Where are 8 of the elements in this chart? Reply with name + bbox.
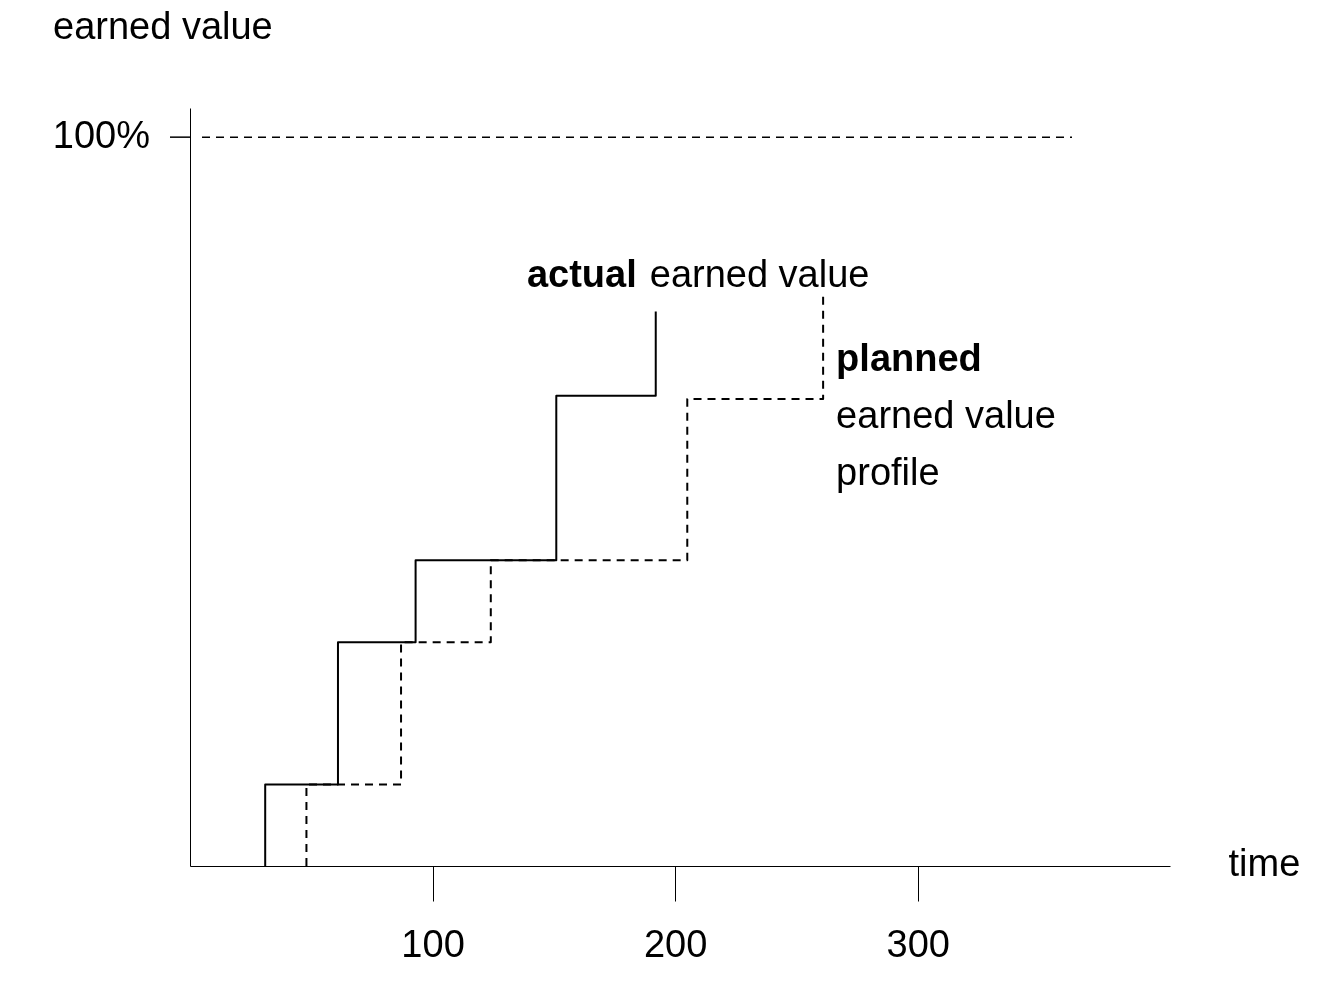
- x-tick-label: 100: [401, 922, 465, 965]
- x-tick-label: 300: [886, 922, 950, 965]
- text: earned value: [53, 5, 273, 47]
- x-tick-label: 200: [643, 922, 708, 965]
- series-label: actual earned value: [526, 253, 870, 296]
- series-label: planned earned value profile: [836, 336, 1056, 493]
- text: 100%: [52, 114, 150, 157]
- x-axis-title: time: [1228, 841, 1301, 884]
